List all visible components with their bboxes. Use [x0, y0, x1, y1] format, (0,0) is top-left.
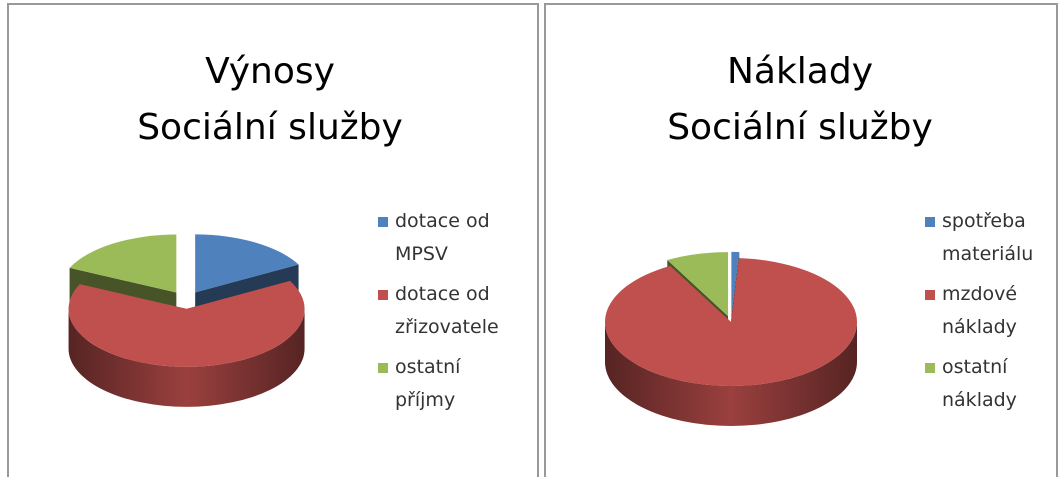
legend-swatch [925, 217, 935, 227]
legend-label: mzdové náklady [942, 283, 1018, 338]
legend-swatch [925, 363, 935, 373]
legend-swatch [378, 290, 388, 300]
slice [195, 234, 299, 293]
slice-side [605, 322, 857, 426]
legend-swatch [925, 290, 935, 300]
slice-side [68, 308, 305, 407]
legend-label: ostatní náklady [942, 356, 1017, 411]
slice [667, 252, 729, 317]
slice [731, 251, 740, 316]
legend-swatch [378, 217, 388, 227]
legend-label: dotace od MPSV [395, 210, 490, 265]
legend-label: dotace od zřizovatele [395, 283, 499, 338]
chart-title: Sociální služby [667, 107, 933, 148]
chart-title: Náklady [726, 51, 874, 92]
panel-frame [544, 3, 1058, 477]
panel-frame [7, 3, 539, 477]
legend-label: ostatní příjmy [395, 356, 461, 411]
legend-swatch [378, 363, 388, 373]
legend-label: spotřeba materiálu [942, 210, 1034, 265]
slice [605, 258, 857, 387]
slice [68, 280, 305, 367]
chart-title: Výnosy [205, 51, 335, 92]
slice [69, 234, 177, 293]
chart-title: Sociální služby [137, 107, 403, 148]
